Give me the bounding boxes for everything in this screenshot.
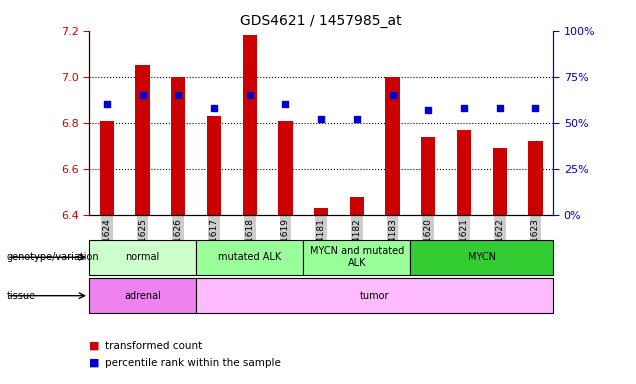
Bar: [89, 278, 196, 313]
Point: [423, 107, 433, 113]
Point: [209, 105, 219, 111]
Bar: [314, 208, 328, 215]
Text: percentile rank within the sample: percentile rank within the sample: [105, 358, 281, 368]
Bar: [171, 77, 186, 215]
Bar: [457, 130, 471, 215]
Bar: [529, 141, 543, 215]
Text: ■: ■: [89, 341, 103, 351]
Point: [245, 92, 255, 98]
Text: ■: ■: [89, 358, 103, 368]
Text: normal: normal: [125, 252, 160, 262]
Point: [137, 92, 148, 98]
Text: tissue: tissue: [6, 291, 36, 301]
Text: MYCN and mutated
ALK: MYCN and mutated ALK: [310, 247, 404, 268]
Bar: [493, 148, 507, 215]
Title: GDS4621 / 1457985_at: GDS4621 / 1457985_at: [240, 14, 402, 28]
Text: transformed count: transformed count: [105, 341, 202, 351]
Bar: [303, 240, 410, 275]
Point: [173, 92, 183, 98]
Text: mutated ALK: mutated ALK: [218, 252, 281, 262]
Bar: [196, 278, 553, 313]
Text: MYCN: MYCN: [468, 252, 496, 262]
Point: [387, 92, 398, 98]
Bar: [410, 240, 553, 275]
Bar: [421, 137, 436, 215]
Bar: [100, 121, 114, 215]
Point: [280, 101, 291, 108]
Point: [495, 105, 505, 111]
Point: [102, 101, 112, 108]
Point: [530, 105, 541, 111]
Text: adrenal: adrenal: [124, 291, 161, 301]
Bar: [350, 197, 364, 215]
Bar: [135, 65, 149, 215]
Bar: [242, 35, 257, 215]
Point: [352, 116, 362, 122]
Point: [459, 105, 469, 111]
Text: tumor: tumor: [360, 291, 389, 301]
Bar: [207, 116, 221, 215]
Text: genotype/variation: genotype/variation: [6, 252, 99, 262]
Bar: [279, 121, 293, 215]
Bar: [385, 77, 400, 215]
Bar: [196, 240, 303, 275]
Point: [316, 116, 326, 122]
Bar: [89, 240, 196, 275]
